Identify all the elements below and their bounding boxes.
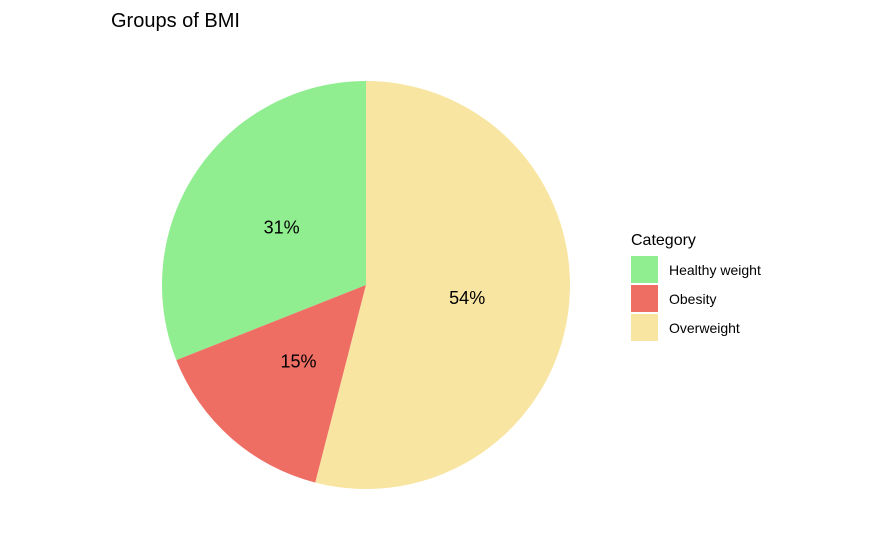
slice-label: 31% [264, 218, 300, 238]
pie-slice-overweight [315, 81, 570, 489]
legend-swatch [631, 285, 658, 312]
slice-label: 54% [449, 288, 485, 308]
legend: Category Healthy weight Obesity Overweight [631, 232, 761, 341]
legend-swatch [631, 256, 658, 283]
pie-slice-healthy-weight [161, 81, 366, 361]
pie-slice-obesity [176, 285, 366, 483]
legend-label: Healthy weight [669, 262, 761, 278]
slice-label: 15% [281, 352, 317, 372]
legend-title: Category [631, 232, 696, 249]
chart-title: Groups of BMI [111, 10, 240, 32]
legend-label: Obesity [669, 291, 716, 307]
pie-labels: 31% 15% 54% [264, 218, 486, 372]
legend-swatch [631, 314, 658, 341]
pie-slices [161, 81, 570, 489]
legend-label: Overweight [669, 320, 740, 336]
